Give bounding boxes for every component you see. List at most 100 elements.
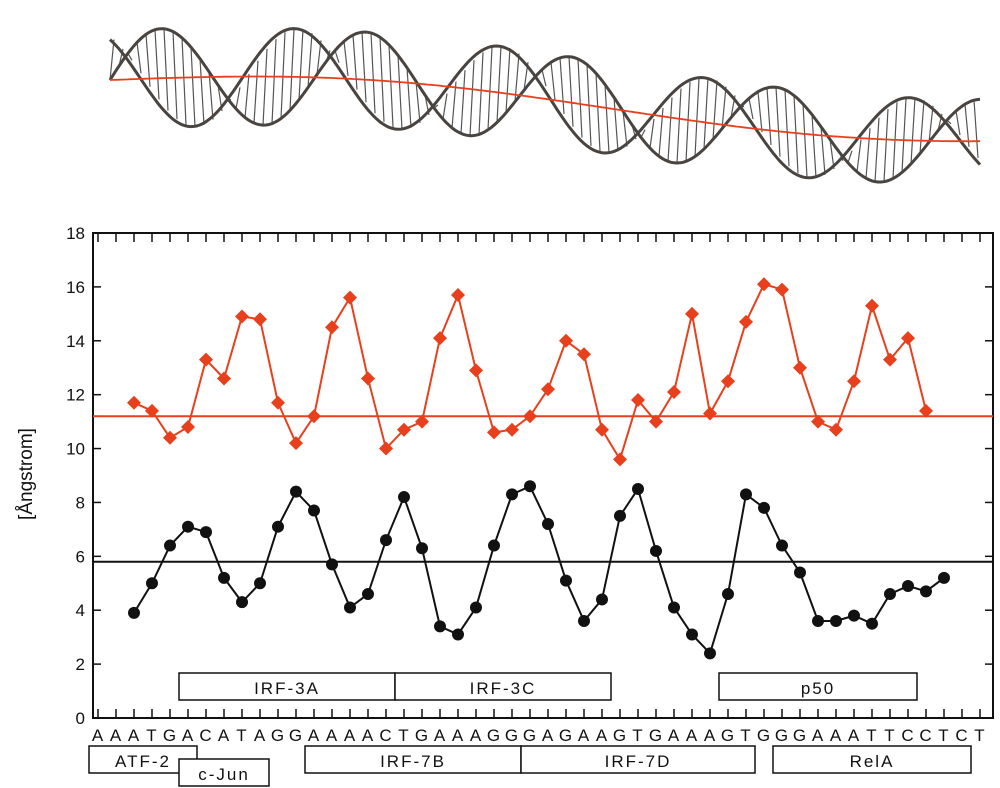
binding-sites: IRF-3A IRF-3C p50 ATF-2 c-Jun IRF-7B IRF-7D Rel… [88, 672, 972, 787]
binding-site-box [178, 758, 270, 787]
base-pair-rung [793, 95, 799, 174]
data-point-diamond [379, 441, 393, 456]
data-point-diamond [739, 314, 753, 329]
base-pair-rung [190, 47, 196, 127]
data-point-circle [380, 534, 392, 547]
y-tick-label: 6 [76, 547, 85, 566]
data-point-circle [848, 609, 860, 622]
base-pair-rung [460, 70, 466, 134]
data-point-diamond [343, 290, 357, 305]
base-pair-rung [244, 73, 250, 118]
binding-site-label: IRF-7D [605, 752, 672, 771]
base-pair-rung [298, 29, 304, 100]
sequence-base: T [740, 726, 751, 745]
data-point-circle [146, 577, 158, 590]
sequence-base: A [812, 726, 824, 745]
data-point-diamond [451, 287, 465, 302]
sequence-base: A [362, 726, 374, 745]
base-pair-rung [415, 81, 421, 123]
data-point-diamond [865, 298, 879, 313]
base-pair-rung [901, 98, 907, 173]
sequence-base: A [344, 726, 356, 745]
base-pair-rung [550, 62, 556, 101]
data-point-circle [524, 480, 536, 493]
base-pair-rung [694, 78, 700, 157]
data-point-diamond [235, 309, 249, 324]
base-pair-rung [208, 71, 214, 120]
base-pair-rung [280, 32, 286, 119]
dna-helix-illustration [108, 27, 982, 184]
data-point-circle [830, 615, 842, 627]
base-pair-rung [163, 28, 169, 111]
data-point-circle [182, 520, 194, 533]
base-pair-rung [253, 60, 259, 124]
base-pair-rung [388, 44, 394, 128]
data-point-circle [164, 539, 176, 552]
base-pair-rung [757, 91, 763, 133]
base-pair-rung [955, 110, 961, 136]
data-point-circle [938, 571, 950, 584]
data-point-circle [272, 520, 284, 533]
sequence-base: T [866, 726, 877, 745]
sequence-base: G [613, 726, 627, 745]
data-point-circle [614, 509, 626, 522]
base-pair-rung [685, 81, 691, 162]
base-pair-rung [865, 128, 871, 179]
data-point-diamond [559, 333, 573, 348]
base-pair-rung [379, 37, 385, 122]
binding-site-label: RelA [850, 752, 895, 771]
data-point-circle [452, 628, 464, 641]
base-pair-rung [676, 88, 682, 164]
sequence-base: A [686, 726, 698, 745]
data-point-circle [542, 518, 554, 530]
data-point-diamond [505, 422, 519, 437]
sequence-base: A [434, 726, 446, 745]
data-point-diamond [199, 352, 213, 367]
base-pair-rung [748, 98, 754, 120]
plot-border [92, 232, 994, 719]
sequence-base: A [578, 726, 590, 745]
data-point-circle [488, 539, 500, 552]
data-point-diamond [469, 363, 483, 378]
data-point-diamond [271, 395, 285, 410]
sequence-base: G [523, 726, 537, 745]
data-point-diamond [163, 430, 177, 445]
y-tick-label: 2 [76, 655, 85, 674]
sequence-base: G [271, 726, 285, 745]
base-pair-rung [604, 84, 610, 154]
data-point-diamond [127, 395, 141, 410]
base-pair-rung [370, 32, 376, 114]
binding-site-box [394, 672, 612, 701]
base-pair-rung [775, 87, 781, 157]
sequence-base: A [668, 726, 680, 745]
data-point-circle [560, 574, 572, 587]
base-pair-rung [847, 150, 853, 163]
y-tick-label: 16 [66, 278, 85, 297]
data-point-circle [722, 588, 734, 601]
data-point-circle [740, 488, 752, 501]
sequence-base: G [163, 726, 177, 745]
data-point-diamond [775, 282, 789, 297]
data-point-circle [326, 558, 338, 571]
series-line [133, 484, 945, 656]
base-pair-rung [451, 81, 457, 128]
base-pair-rung [199, 58, 205, 125]
data-point-diamond [685, 306, 699, 321]
sequence-base: A [848, 726, 860, 745]
data-point-diamond [883, 352, 897, 367]
base-pair-rung [172, 31, 178, 120]
sequence-base: C [919, 726, 932, 745]
data-point-diamond [487, 425, 501, 440]
data-point-circle [686, 628, 698, 641]
sequence-base: A [452, 726, 464, 745]
y-axis-ticks: 0 2 4 6 8 10 12 14 16 18 [66, 224, 993, 728]
data-point-diamond [757, 277, 771, 292]
base-pair-rung [811, 114, 817, 178]
sequence-base: C [901, 726, 914, 745]
sequence-base: A [542, 726, 554, 745]
sequence-base: T [146, 726, 157, 745]
sequence-base: G [721, 726, 735, 745]
data-point-circle [362, 588, 374, 601]
binding-site-label: IRF-3A [254, 679, 320, 698]
base-pair-rung [784, 89, 790, 167]
